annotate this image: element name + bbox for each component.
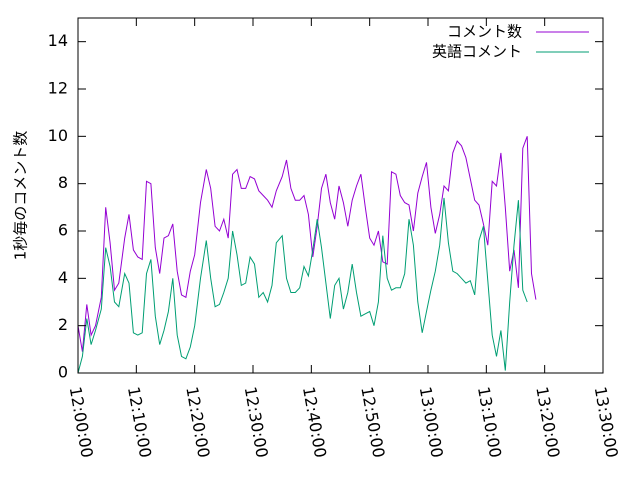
y-tick-label: 14 (48, 31, 68, 50)
x-tick-label: 13:00:00 (416, 385, 447, 459)
series-group (77, 136, 537, 374)
x-tick-label: 12:10:00 (124, 385, 155, 459)
x-tick-label: 13:10:00 (474, 385, 505, 459)
axis-ticks (77, 18, 604, 374)
x-tick-labels: 12:00:00 12:10:00 12:20:00 12:30:00 12:40:00… (66, 385, 622, 459)
y-tick-label: 6 (58, 221, 68, 240)
y-axis-label: 1秒毎のコメント数 (12, 131, 30, 261)
x-tick-label: 13:20:00 (532, 385, 563, 459)
series-line-0 (77, 136, 537, 352)
y-tick-label: 8 (58, 173, 68, 192)
y-axis-label-group: 1秒毎のコメント数 (12, 131, 30, 261)
x-tick-label: 12:50:00 (357, 385, 388, 459)
plot-frame (77, 17, 604, 374)
legend-label-1: 英語コメント (432, 43, 522, 61)
y-tick-label: 4 (58, 268, 68, 287)
x-tick-label: 12:00:00 (66, 385, 97, 459)
x-tick-label: 12:40:00 (299, 385, 330, 459)
legend-label-0: コメント数 (447, 23, 522, 41)
y-tick-label: 0 (58, 363, 68, 382)
y-tick-labels: 0 2 4 6 8 10 12 14 (48, 31, 68, 381)
x-tick-label: 12:30:00 (241, 385, 272, 459)
y-tick-label: 2 (58, 315, 68, 334)
x-tick-label: 13:30:00 (591, 385, 622, 459)
y-tick-label: 12 (48, 79, 68, 98)
series-line-1 (77, 197, 528, 374)
x-tick-label: 12:20:00 (182, 385, 213, 459)
y-tick-label: 10 (48, 126, 68, 145)
